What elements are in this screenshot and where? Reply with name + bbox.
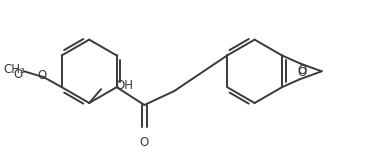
Text: O: O [297, 66, 307, 79]
Text: O: O [13, 68, 22, 81]
Text: CH₃: CH₃ [3, 63, 25, 76]
Text: O: O [297, 64, 307, 77]
Text: O: O [140, 136, 149, 149]
Text: O: O [37, 69, 47, 82]
Text: OH: OH [115, 79, 133, 92]
